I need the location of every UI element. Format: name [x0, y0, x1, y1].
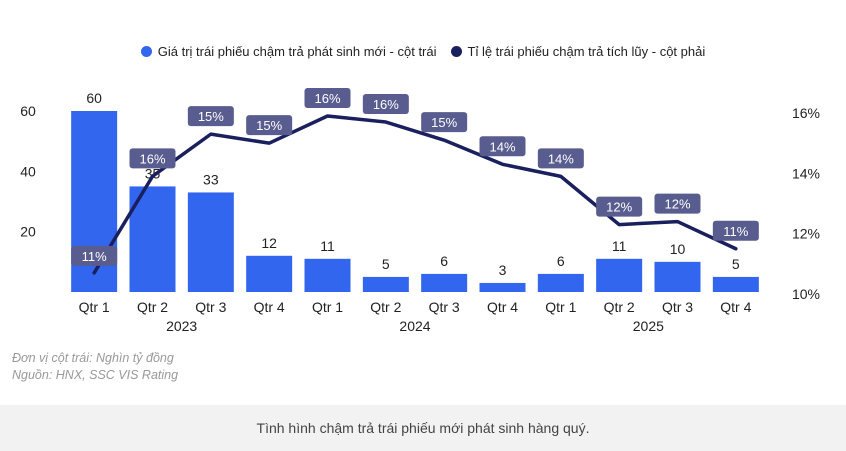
line-value-label: 12%: [664, 197, 690, 212]
line-value-label: 15%: [431, 115, 457, 130]
bar: [187, 192, 234, 292]
figure-caption: Tình hình chậm trả trái phiếu mới phát s…: [256, 420, 590, 436]
bar: [654, 261, 701, 292]
x-tick-label: Qtr 1: [79, 299, 110, 315]
x-tick-label: Qtr 2: [137, 299, 168, 315]
line-value-label: 14%: [548, 151, 574, 166]
y-right-tick-label: 12%: [792, 226, 820, 242]
line-label-pill: [71, 245, 118, 266]
bar-value-label: 33: [203, 171, 219, 187]
combo-chart: 20 40 60 10% 12% 14% 16% 60 35 33 12 11 5 6 3 6 11 10 5 Qtr…: [20, 88, 820, 334]
source-note: Nguồn: HNX, SSC VIS Rating: [12, 368, 179, 382]
legend-label-bar: Giá trị trái phiếu chậm trả phát sinh mớ…: [157, 44, 437, 59]
bar-value-label: 11: [612, 238, 627, 254]
legend-item-line: Tỉ lệ trái phiếu chậm trả tích lũy - cột…: [450, 44, 706, 59]
y-left-tick-label: 40: [20, 163, 36, 179]
y-right-tick-label: 10%: [792, 286, 820, 302]
bar-value-label: 5: [382, 256, 390, 272]
bar-value-label: 35: [145, 165, 161, 181]
x-tick-label: Qtr 1: [545, 299, 576, 315]
legend-label-line: Tỉ lệ trái phiếu chậm trả tích lũy - cột…: [467, 44, 706, 59]
bar: [246, 255, 293, 292]
bar: [712, 276, 759, 292]
line-label-pill: [129, 148, 176, 169]
bar-value-label: 10: [670, 241, 686, 257]
legend-swatch-bar: [140, 46, 152, 57]
line-value-label: 12%: [606, 200, 632, 215]
year-group-label: 2023: [166, 318, 197, 334]
legend-swatch-line: [450, 46, 462, 57]
bar-value-label: 5: [732, 256, 740, 272]
y-right-tick-label: 16%: [792, 105, 820, 121]
line-label-pill: [596, 196, 643, 217]
line-value-label: 16%: [139, 151, 165, 166]
line-label-pill: [654, 193, 701, 214]
line-label-pill: [479, 136, 526, 157]
chart-legend: Giá trị trái phiếu chậm trả phát sinh mớ…: [0, 44, 846, 59]
y-left-tick-label: 60: [20, 103, 36, 119]
line-label-pill: [187, 106, 234, 127]
y-left-tick-label: 20: [20, 224, 36, 240]
line-value-label: 11%: [82, 249, 107, 264]
line-label-pill: [421, 112, 468, 133]
line-label-pill: [537, 148, 584, 169]
bar: [596, 258, 643, 292]
chart-notes: Đơn vị cột trái: Nghìn tỷ đồng Nguồn: HN…: [12, 350, 178, 384]
bar: [304, 258, 351, 292]
x-tick-label: Qtr 3: [195, 299, 226, 315]
bar-value-label: 60: [86, 90, 102, 106]
legend-item-bar: Giá trị trái phiếu chậm trả phát sinh mớ…: [140, 44, 437, 59]
line-label-pill: [304, 88, 351, 109]
year-group-label: 2025: [633, 318, 664, 334]
line-label-pill: [712, 220, 759, 241]
bar: [537, 273, 584, 292]
line-value-label: 14%: [489, 139, 515, 154]
bar-value-label: 6: [557, 253, 565, 269]
bar-value-label: 12: [261, 235, 277, 251]
x-tick-label: Qtr 2: [370, 299, 401, 315]
bar: [421, 273, 468, 292]
line-value-label: 16%: [373, 97, 399, 112]
x-tick-label: Qtr 2: [604, 299, 635, 315]
unit-note: Đơn vị cột trái: Nghìn tỷ đồng: [12, 351, 174, 365]
line-value-label: 11%: [723, 224, 748, 239]
bar-value-label: 3: [499, 262, 507, 278]
line-label-pill: [362, 94, 409, 115]
line-series: [92, 114, 738, 275]
x-tick-label: Qtr 3: [662, 299, 693, 315]
line-value-label: 16%: [314, 91, 340, 106]
line-label-pill: [246, 115, 293, 136]
bar: [362, 276, 409, 292]
x-tick-label: Qtr 4: [254, 299, 285, 315]
x-tick-label: Qtr 4: [487, 299, 518, 315]
bar-value-label: 11: [320, 238, 335, 254]
bar-value-label: 6: [440, 253, 448, 269]
y-right-tick-label: 14%: [792, 165, 820, 181]
year-group-label: 2024: [399, 318, 430, 334]
bar: [479, 282, 526, 292]
x-tick-label: Qtr 3: [429, 299, 460, 315]
caption-bar: Tình hình chậm trả trái phiếu mới phát s…: [0, 405, 846, 451]
line-value-label: 15%: [198, 109, 224, 124]
x-tick-label: Qtr 1: [312, 299, 343, 315]
line-value-label: 15%: [256, 118, 282, 133]
x-tick-label: Qtr 4: [720, 299, 751, 315]
